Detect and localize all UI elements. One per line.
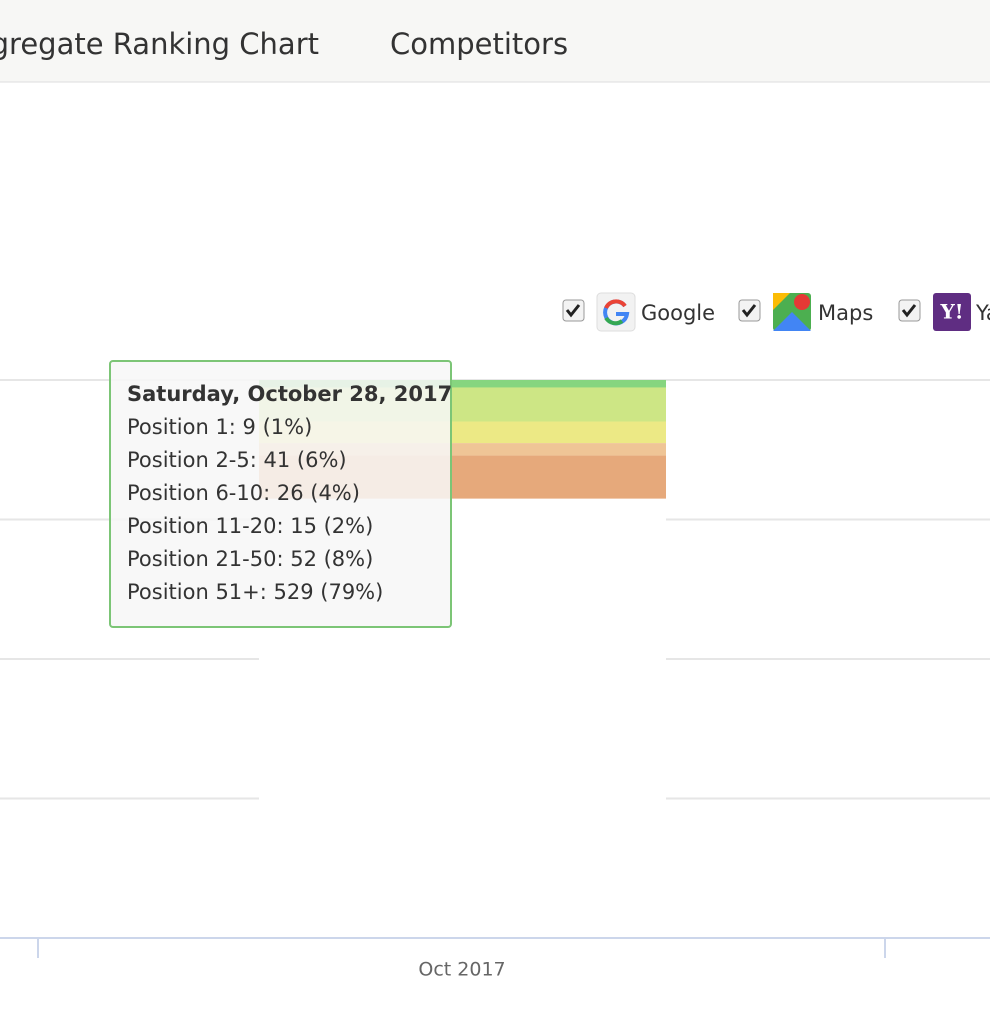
tab-bar: [0, 0, 990, 82]
tooltip-box: [109, 360, 452, 628]
maps-road: [773, 312, 811, 331]
x-tick-label: Oct 2017: [418, 959, 505, 981]
tab[interactable]: Aggregate Ranking Chart: [0, 27, 319, 61]
maps-area: [773, 293, 790, 310]
check: [565, 304, 581, 318]
check: [901, 304, 917, 318]
tooltip-line: Position 21-50: 52 (8%): [127, 547, 373, 571]
maps-pin: [794, 294, 810, 310]
legend-label[interactable]: Yahoo: [975, 301, 990, 325]
tooltip-title: Saturday, October 28, 2017: [127, 382, 452, 406]
google-g-green: [604, 316, 624, 326]
legend-label[interactable]: Maps: [818, 301, 873, 325]
yahoo-glyph: Y!: [939, 300, 963, 324]
google-g-red: [604, 299, 627, 309]
legend-label[interactable]: Google: [641, 301, 715, 325]
legend: Google Maps Y! Yahoo: [562, 292, 990, 332]
tooltip-line: Position 6-10: 26 (4%): [127, 481, 360, 505]
yahoo-icon: [933, 293, 971, 331]
tab[interactable]: Competitors: [390, 27, 568, 61]
bar-segment: [259, 380, 666, 388]
tooltip: Saturday, October 28, 2017 Position 1: 9…: [109, 360, 452, 628]
tooltip-line: Position 1: 9 (1%): [127, 415, 312, 439]
tooltip-line: Position 51+: 529 (79%): [127, 580, 383, 604]
tooltip-line: Position 11-20: 15 (2%): [127, 514, 373, 538]
check: [741, 304, 757, 318]
tooltip-line: Position 2-5: 41 (6%): [127, 448, 347, 472]
